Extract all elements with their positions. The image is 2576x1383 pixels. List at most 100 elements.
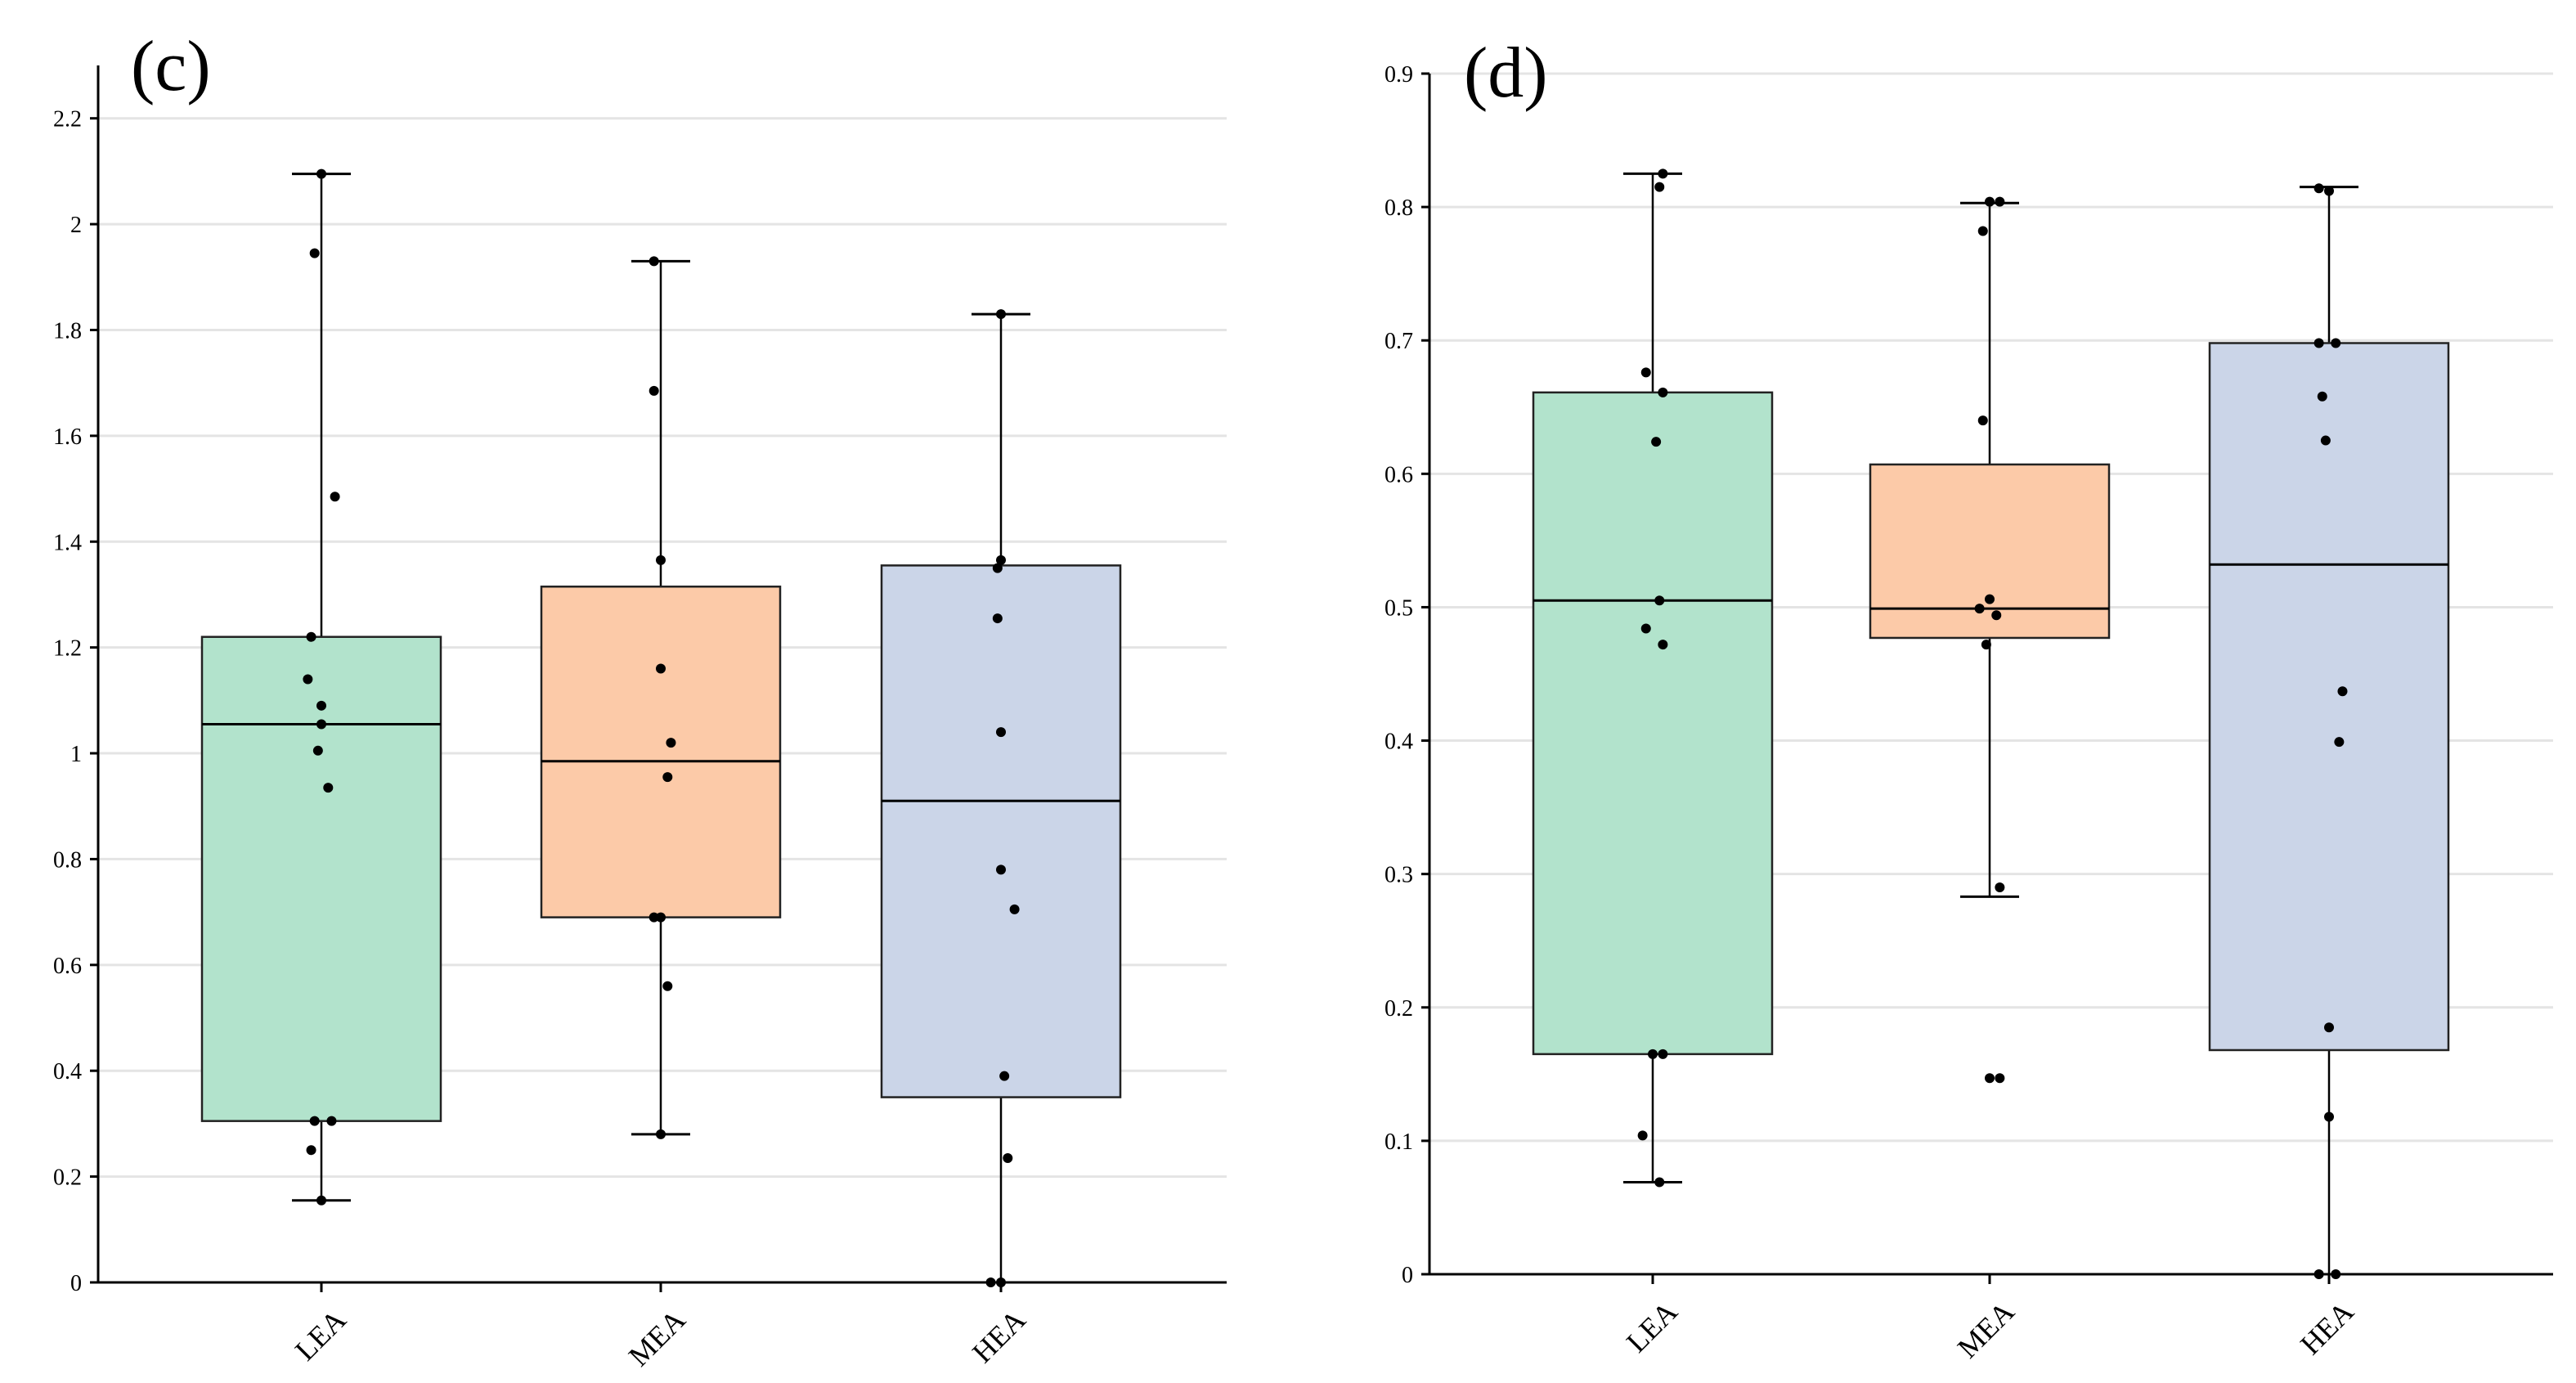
data-point xyxy=(2317,391,2327,402)
y-tick-label: 0.9 xyxy=(1384,62,1413,88)
y-tick-label: 0.8 xyxy=(53,847,82,873)
data-point xyxy=(2331,338,2341,348)
data-point xyxy=(1003,1152,1013,1163)
data-point xyxy=(1658,168,1668,179)
data-point xyxy=(2324,1111,2334,1122)
data-point xyxy=(2320,435,2331,446)
data-point xyxy=(1658,640,1668,650)
data-point xyxy=(992,563,1003,573)
data-point xyxy=(306,1145,316,1156)
data-point xyxy=(1995,196,2005,207)
data-point xyxy=(648,256,659,267)
box-hea xyxy=(880,564,1122,1098)
data-point xyxy=(316,168,326,179)
data-point xyxy=(306,631,316,642)
data-point xyxy=(2313,183,2324,194)
y-tick-label: 1.4 xyxy=(53,530,82,555)
data-point xyxy=(656,555,666,565)
data-point xyxy=(992,613,1003,624)
data-point xyxy=(326,1116,337,1126)
y-tick-label: 0.8 xyxy=(1384,195,1413,221)
y-tick-label: 2 xyxy=(70,213,82,238)
data-point xyxy=(1985,196,1995,207)
data-point xyxy=(999,1071,1010,1081)
data-point xyxy=(1654,182,1665,192)
data-point xyxy=(648,385,659,396)
y-tick-label: 0.7 xyxy=(1384,329,1413,354)
data-point xyxy=(1981,640,1991,650)
y-tick-label: 0.6 xyxy=(53,954,82,979)
data-point xyxy=(1977,415,1988,426)
x-category-label-mea: MEA xyxy=(1951,1295,2021,1364)
data-point xyxy=(309,1116,320,1126)
data-point xyxy=(1640,367,1651,378)
data-point xyxy=(1995,882,2005,892)
x-category-label-lea: LEA xyxy=(1620,1295,1684,1358)
data-point xyxy=(323,783,334,793)
data-point xyxy=(1009,904,1020,914)
y-tick-label: 0.4 xyxy=(53,1059,82,1084)
box-mea xyxy=(540,586,782,918)
y-tick-label: 0.3 xyxy=(1384,863,1413,888)
data-point xyxy=(1640,623,1651,634)
y-tick-label: 0.6 xyxy=(1384,462,1413,487)
data-point xyxy=(656,1129,666,1139)
y-tick-label: 0 xyxy=(1402,1263,1413,1288)
data-point xyxy=(1658,1048,1668,1059)
data-point xyxy=(316,719,326,730)
y-tick-label: 1.6 xyxy=(53,424,82,450)
y-tick-label: 1.8 xyxy=(53,318,82,344)
data-point xyxy=(1637,1130,1648,1141)
data-point xyxy=(656,663,666,674)
box-lea xyxy=(1532,391,1774,1056)
data-point xyxy=(1977,226,1988,236)
data-point xyxy=(996,555,1006,565)
data-point xyxy=(1654,1177,1665,1188)
data-point xyxy=(1651,437,1662,447)
data-point xyxy=(316,700,326,711)
x-category-label-lea: LEA xyxy=(289,1303,352,1367)
data-point xyxy=(996,309,1006,320)
y-tick-label: 0.5 xyxy=(1384,595,1413,621)
y-tick-label: 1 xyxy=(70,742,82,767)
y-tick-label: 0.2 xyxy=(1384,996,1413,1022)
data-point xyxy=(2337,686,2348,697)
data-point xyxy=(1974,604,1985,614)
data-point xyxy=(662,981,673,991)
y-tick-label: 0.1 xyxy=(1384,1129,1413,1155)
box-lea xyxy=(200,635,442,1122)
panel-label: (c) xyxy=(131,27,211,106)
data-point xyxy=(1658,387,1668,397)
data-point xyxy=(1995,1073,2005,1084)
box-mea xyxy=(1869,463,2111,640)
data-point xyxy=(316,1195,326,1206)
data-point xyxy=(1985,594,1995,604)
y-tick-label: 0 xyxy=(70,1271,82,1296)
data-point xyxy=(996,864,1006,875)
data-point xyxy=(1648,1048,1658,1059)
y-tick-label: 0.2 xyxy=(53,1165,82,1191)
data-point xyxy=(996,727,1006,738)
y-tick-label: 1.2 xyxy=(53,636,82,662)
data-point xyxy=(2324,1022,2334,1033)
data-point xyxy=(1654,595,1665,606)
data-point xyxy=(2334,737,2345,748)
x-category-label-hea: HEA xyxy=(966,1303,1032,1369)
data-point xyxy=(1991,610,2002,621)
data-point xyxy=(303,674,313,685)
y-tick-label: 0.4 xyxy=(1384,730,1413,755)
data-point xyxy=(312,745,323,756)
data-point xyxy=(1985,1073,1995,1084)
data-point xyxy=(662,772,673,783)
chart-panel-d: 0 0.1 0.2 0.3 0.4 0.5 0.6 0.7 0.8 0.9 LEA MEA HEA (d) xyxy=(1384,34,2553,1364)
data-point xyxy=(648,912,659,923)
x-category-label-hea: HEA xyxy=(2294,1295,2360,1361)
y-tick-label: 2.2 xyxy=(53,107,82,132)
data-point xyxy=(2324,186,2334,196)
box-hea xyxy=(2208,342,2450,1052)
data-point xyxy=(666,738,676,748)
data-point xyxy=(2313,338,2324,348)
panel-label: (d) xyxy=(1464,34,1548,113)
x-category-label-mea: MEA xyxy=(622,1303,692,1372)
